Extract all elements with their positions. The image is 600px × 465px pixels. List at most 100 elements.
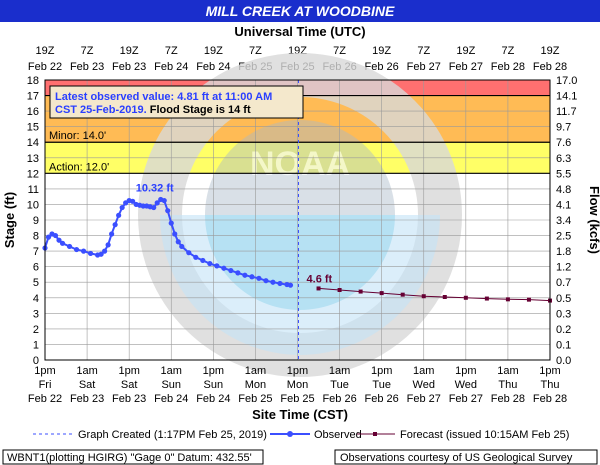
bottom-tick-time: 1pm	[455, 365, 476, 377]
y2-tick-label: 1.8	[556, 246, 571, 258]
y2-tick-label: 0.3	[556, 308, 571, 320]
latest-observed-line1: Latest observed value: 4.81 ft at 11:00 …	[55, 91, 272, 103]
top-tick-time: 19Z	[456, 45, 475, 57]
observed-point	[45, 234, 52, 240]
chart-title: MILL CREEK AT WOODBINE	[206, 3, 395, 19]
y-tick-label: 0	[33, 355, 39, 367]
observed-point	[56, 237, 62, 243]
bottom-tick-day: Wed	[455, 379, 477, 391]
y-tick-label: 12	[27, 168, 39, 180]
bottom-tick-day: Sat	[121, 379, 138, 391]
top-tick-time: 19Z	[541, 45, 560, 57]
bottom-tick-time: 1am	[161, 365, 182, 377]
top-tick-date: Feb 24	[196, 61, 230, 73]
latest-observed-date: CST 25-Feb-2019.	[55, 104, 147, 116]
bottom-tick-date: Feb 27	[449, 393, 483, 405]
forecast-point	[505, 297, 510, 302]
observed-point	[130, 198, 136, 204]
y2-tick-label: 0.1	[556, 339, 571, 351]
bottom-tick-date: Feb 28	[491, 393, 525, 405]
forecast-point	[316, 286, 321, 291]
observed-point	[112, 222, 118, 228]
observed-point	[214, 263, 220, 269]
bottom-tick-time: 1pm	[118, 365, 139, 377]
forecast-point	[337, 288, 342, 292]
y-tick-label: 2	[33, 324, 39, 336]
bottom-tick-time: 1am	[413, 365, 434, 377]
observed-point	[179, 243, 185, 250]
y-tick-label: 5	[33, 277, 39, 289]
bottom-tick-day: Wed	[413, 379, 435, 391]
observed-point	[80, 248, 87, 254]
forecast-point	[463, 295, 468, 300]
top-tick-date: Feb 22	[28, 61, 62, 73]
y-tick-label: 9	[33, 215, 39, 227]
top-tick-time: 19Z	[36, 45, 55, 57]
y-tick-label: 8	[33, 231, 39, 243]
observed-point	[221, 265, 227, 271]
observed-point	[256, 275, 262, 281]
observed-point	[270, 279, 276, 285]
observed-point	[151, 204, 157, 211]
top-tick-date: Feb 27	[449, 61, 483, 73]
bottom-tick-day: Mon	[245, 379, 266, 391]
latest-observed-box: Latest observed value: 4.81 ft at 11:00 …	[49, 85, 304, 119]
observed-point	[207, 260, 213, 267]
observed-point	[263, 278, 269, 284]
y2-tick-label: 0.2	[556, 324, 571, 336]
bottom-tick-day: Sun	[204, 379, 224, 391]
observed-point	[154, 200, 160, 206]
y-tick-label: 3	[33, 308, 39, 320]
y-tick-label: 1	[33, 339, 39, 351]
bottom-tick-time: 1pm	[287, 365, 308, 377]
top-tick-date: Feb 23	[70, 61, 104, 73]
legend-observed-label: Observed	[314, 429, 362, 441]
bottom-tick-day: Mon	[287, 379, 308, 391]
y2-tick-label: 7.6	[556, 137, 571, 149]
top-tick-date: Feb 23	[112, 61, 146, 73]
bottom-tick-day: Tue	[372, 379, 391, 391]
observed-point	[161, 197, 167, 204]
plot-frame	[44, 79, 551, 361]
title-bar	[0, 0, 600, 22]
observed-point	[52, 232, 59, 239]
observed-point	[105, 242, 111, 248]
noaa-watermark: NOAA	[138, 53, 462, 377]
bottom-tick-date: Feb 25	[280, 393, 314, 405]
observed-point	[59, 240, 66, 246]
bottom-tick-date: Feb 26	[365, 393, 399, 405]
forecast-point	[484, 296, 489, 301]
y2-tick-label: 4.1	[556, 199, 571, 211]
bottom-tick-time: 1pm	[34, 365, 55, 377]
forecast-point	[421, 294, 426, 299]
bottom-tick-labels: 1pm Fri Feb 22 1am Sat Feb 23 1pm Sat Feb 23 1am S…	[28, 365, 567, 405]
footer-left-box	[2, 449, 264, 465]
y2-tick-label: 1.2	[556, 262, 571, 274]
y-tick-label: 18	[27, 75, 39, 87]
y-tick-label: 13	[27, 153, 39, 165]
top-tick-time: 7Z	[333, 45, 346, 57]
bottom-tick-time: 1am	[497, 365, 518, 377]
y-tick-label: 6	[33, 262, 39, 274]
series-layer	[42, 196, 552, 303]
observed-point	[228, 267, 234, 274]
top-tick-time: 7Z	[249, 45, 262, 57]
observed-point	[116, 212, 122, 218]
y2-tick-label: 2.5	[556, 231, 571, 243]
flood-stage-text: Flood Stage is 14 ft	[147, 104, 251, 116]
observed-point	[235, 270, 241, 276]
y2-tick-label: 0.5	[556, 293, 571, 305]
observed-point	[165, 208, 171, 214]
y2-tick-label: 6.3	[556, 153, 571, 165]
y-tick-label: 10	[27, 199, 39, 211]
legend-forecast-marker	[373, 432, 377, 436]
bottom-tick-date: Feb 25	[238, 393, 272, 405]
bottom-axis-title: Site Time (CST)	[252, 407, 348, 422]
bottom-tick-day: Sun	[161, 379, 181, 391]
peak-label: 10.32 ft	[136, 182, 174, 194]
noaa-watermark-letters: NOAA	[250, 145, 350, 183]
top-tick-time: 7Z	[501, 45, 514, 57]
bottom-tick-time: 1am	[329, 365, 350, 377]
bottom-tick-day: Tue	[330, 379, 349, 391]
